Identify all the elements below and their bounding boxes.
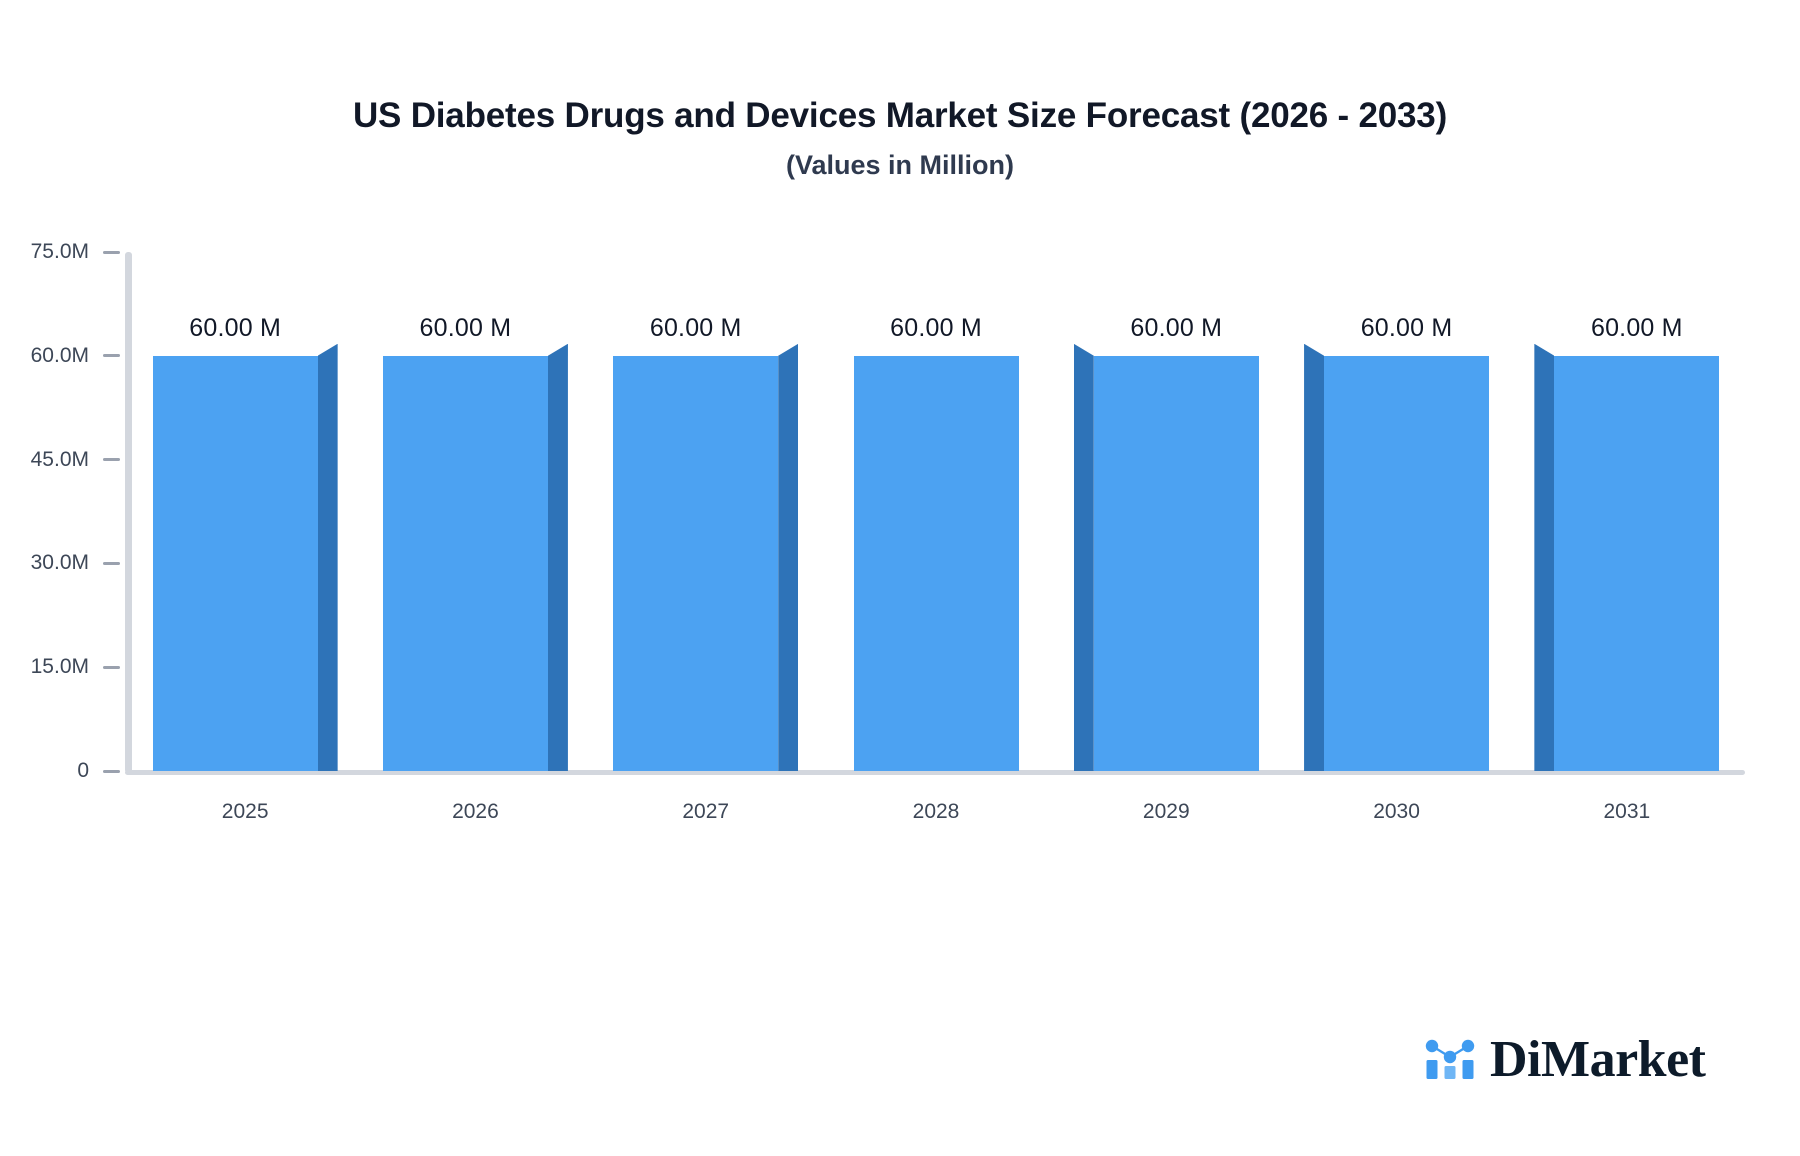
brand-logo: DiMarket	[1424, 1031, 1706, 1088]
x-axis-label-2028: 2028	[912, 800, 960, 823]
y-axis-tick-label: 75.0M	[30, 240, 89, 263]
x-axis-label-2031: 2031	[1603, 800, 1651, 823]
x-axis-label-2029: 2029	[1142, 800, 1190, 823]
y-axis-tick-mark	[103, 769, 120, 773]
bar-front-face[interactable]	[1093, 355, 1259, 771]
y-axis-line	[125, 252, 132, 773]
y-axis-tick-label: 60.0M	[30, 343, 89, 367]
y-axis-tick-mark	[103, 458, 120, 462]
y-axis-tick: 45.0M	[31, 448, 120, 472]
chart-title: US Diabetes Drugs and Devices Market Siz…	[352, 96, 1448, 135]
x-axis-line	[125, 770, 1745, 775]
y-axis-tick-label: 0	[77, 759, 89, 782]
y-axis-tick-label: 30.0M	[30, 551, 89, 575]
y-axis-tick-mark	[103, 250, 120, 254]
bar-front-face[interactable]	[1324, 355, 1490, 771]
bar-front-face[interactable]	[382, 355, 548, 771]
y-axis-tick-label: 15.0M	[30, 655, 89, 679]
y-axis-tick: 0	[77, 759, 120, 783]
y-axis-tick-mark	[103, 665, 120, 669]
bar-front-face[interactable]	[1554, 355, 1720, 771]
chart-header: US Diabetes Drugs and Devices Market Siz…	[0, 96, 1800, 181]
y-axis-ticks: 75.0M 60.0M 45.0M 30.0M 15.0M 0	[0, 0, 120, 1156]
y-axis-tick: 15.0M	[31, 655, 120, 679]
y-axis-tick: 75.0M	[31, 240, 120, 264]
x-axis-label-2026: 2026	[452, 800, 499, 823]
x-axis-label-2027: 2027	[682, 800, 730, 823]
y-axis-tick-mark	[103, 561, 120, 565]
bar-front-face[interactable]	[853, 355, 1019, 771]
y-axis-tick-mark	[103, 354, 120, 358]
bar-front-face[interactable]	[613, 355, 779, 771]
y-axis-tick: 60.0M	[31, 344, 120, 368]
x-axis-label-2025: 2025	[221, 800, 269, 823]
x-axis-label-2030: 2030	[1373, 800, 1420, 823]
brand-logo-text: DiMarket	[1490, 1031, 1706, 1088]
bar-front-face[interactable]	[152, 355, 318, 771]
chart-subtitle: (Values in Million)	[785, 150, 1015, 181]
y-axis-tick: 30.0M	[31, 551, 120, 575]
y-axis-tick-label: 45.0M	[30, 447, 89, 471]
bar-chart-trend-icon	[1424, 1035, 1476, 1086]
